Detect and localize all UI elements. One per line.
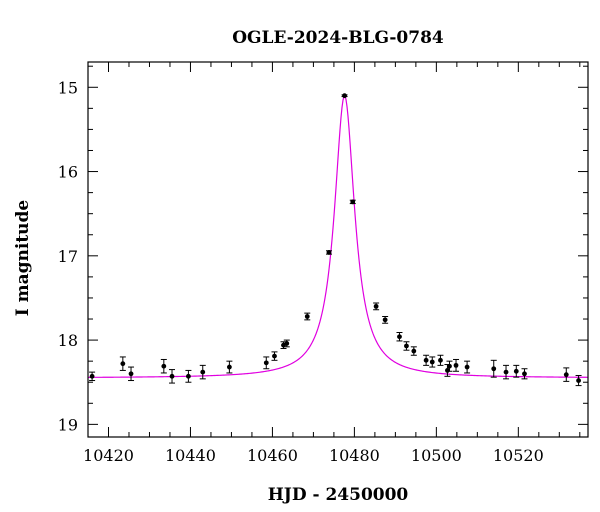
data-point <box>464 364 470 370</box>
data-point <box>200 369 206 375</box>
x-tick-label: 10500 <box>411 446 462 465</box>
y-tick-label: 19 <box>58 415 78 434</box>
plot-frame <box>87 61 589 438</box>
data-point <box>373 303 379 309</box>
data-point <box>503 369 509 375</box>
data-point <box>404 343 409 349</box>
data-point <box>89 373 95 379</box>
x-tick-label: 10420 <box>83 446 134 465</box>
data-point <box>411 348 417 354</box>
x-axis-label: HJD - 2450000 <box>268 485 409 505</box>
data-point <box>120 361 126 367</box>
x-tick-label: 10520 <box>493 446 544 465</box>
data-point <box>513 368 519 374</box>
y-axis-label: I magnitude <box>13 200 33 317</box>
y-tick-label: 15 <box>58 78 78 97</box>
x-tick-label: 10460 <box>247 446 298 465</box>
data-point <box>128 371 134 377</box>
data-point <box>326 250 332 255</box>
data-point <box>397 334 402 340</box>
model-curve <box>88 95 588 378</box>
y-tick-label: 18 <box>58 331 78 350</box>
data-point <box>423 357 429 363</box>
data-point <box>447 363 452 369</box>
data-point <box>161 363 167 369</box>
data-point <box>429 359 435 365</box>
y-tick-label: 17 <box>58 247 78 266</box>
data-point <box>186 373 191 379</box>
data-point <box>342 93 347 99</box>
plot-area: 10420 10440 10460 10480 10500 10520 15 16 17 18 19 <box>58 61 589 465</box>
data-point <box>272 353 277 359</box>
data-point <box>576 378 581 383</box>
data-point <box>563 372 569 378</box>
data-point <box>169 373 175 379</box>
data-point <box>284 341 290 346</box>
data-point <box>438 357 443 363</box>
data-point <box>522 371 527 377</box>
data-point <box>382 317 388 323</box>
chart-title: OGLE-2024-BLG-0784 <box>232 28 444 48</box>
x-tick-label: 10440 <box>165 446 216 465</box>
x-tick-label: 10480 <box>329 446 380 465</box>
y-tick-label: 16 <box>58 163 78 182</box>
data-point <box>350 199 356 205</box>
data-point <box>491 366 497 372</box>
data-point <box>304 314 310 319</box>
data-point <box>263 360 269 366</box>
data-point <box>226 364 232 370</box>
data-point <box>453 362 459 368</box>
